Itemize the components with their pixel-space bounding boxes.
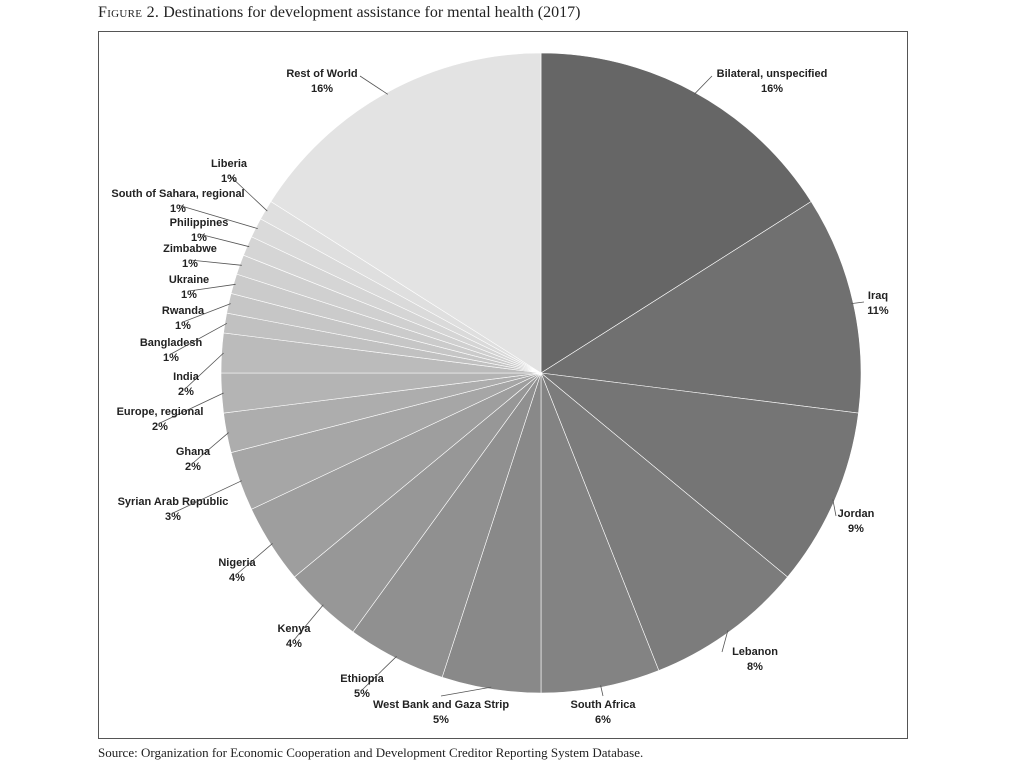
slice-label-percent: 1% [170,203,186,215]
leader-line [188,283,236,292]
slice-label-percent: 1% [191,232,207,244]
slice-label-name: Rwanda [162,305,205,317]
slice-label-percent: 1% [221,173,237,185]
slice-label-name: Europe, regional [117,406,204,418]
slice-label-percent: 11% [867,305,889,317]
slice-label-percent: 1% [181,289,197,301]
slice-label-percent: 4% [229,572,245,584]
slice-label-name: Ghana [176,446,211,458]
slice-label-name: Kenya [277,623,311,635]
slice-label-name: Bangladesh [140,337,203,349]
leader-line [159,392,224,424]
leader-line [600,685,604,697]
slice-label-name: South Africa [571,699,637,711]
slice-label-percent: 16% [761,83,783,95]
slice-label-percent: 5% [354,688,370,700]
figure-title: Figure 2. Destinations for development a… [98,4,580,22]
source-note: Source: Organization for Economic Cooper… [98,745,644,760]
leader-line [182,303,231,323]
slice-label-percent: 1% [182,258,198,270]
leader-line [721,630,729,653]
slice-label-percent: 2% [152,421,168,433]
slice-label-name: South of Sahara, regional [111,188,244,200]
slice-label-name: Philippines [170,217,229,229]
leader-line [361,656,397,691]
leader-line [359,75,389,95]
figure-title-text: Destinations for development assistance … [163,4,581,21]
slice-label-percent: 9% [848,523,864,535]
leader-line [185,352,224,389]
leader-line [832,499,837,517]
leader-line [851,301,865,304]
slice-label-percent: 8% [747,661,763,673]
pie-slice-jordan [540,372,859,578]
slice-label-percent: 2% [185,461,201,473]
slice-label-percent: 1% [163,352,179,364]
slice-label-name: Jordan [838,508,875,520]
slice-label-name: Rest of World [286,68,357,80]
leader-lines [159,75,865,697]
leader-line [192,432,229,464]
leader-line [228,174,268,212]
slice-label-name: Bilateral, unspecified [717,68,828,80]
leader-line [236,543,273,575]
leader-line [170,322,228,355]
slice-label-name: Iraq [868,290,888,302]
slice-label-percent: 2% [178,386,194,398]
pie-slice-rest-of-world [270,52,542,374]
leader-line [172,480,242,514]
slice-label-percent: 5% [433,714,449,726]
leader-line [693,75,713,95]
slice-label-name: Liberia [211,158,248,170]
slice-labels: Bilateral, unspecified 16% Iraq 11% Jordan 9%… [111,68,889,726]
leader-line [177,204,258,229]
slice-label-percent: 1% [175,320,191,332]
slice-label-name: Nigeria [218,557,256,569]
slice-label-name: India [173,371,200,383]
slice-label-name: Syrian Arab Republic [118,496,229,508]
pie-slices [220,52,862,694]
slice-label-name: Ethiopia [340,673,384,685]
slice-label-percent: 4% [286,638,302,650]
slice-label-name: Lebanon [732,646,778,658]
slice-label-name: Ukraine [169,274,209,286]
slice-label-percent: 3% [165,511,181,523]
leader-line [293,604,324,641]
leader-line [198,233,250,248]
slice-label-percent: 6% [595,714,611,726]
pie-slice-lebanon [540,372,788,671]
slice-label-name: Zimbabwe [163,243,217,255]
figure-label: Figure 2. [98,4,160,21]
chart-frame [98,31,908,739]
leader-line [189,259,242,266]
leader-line [440,686,492,697]
pie-slice-bilateral-unspecified [540,52,812,374]
slice-label-percent: 16% [311,83,333,95]
slice-label-name: West Bank and Gaza Strip [373,699,509,711]
